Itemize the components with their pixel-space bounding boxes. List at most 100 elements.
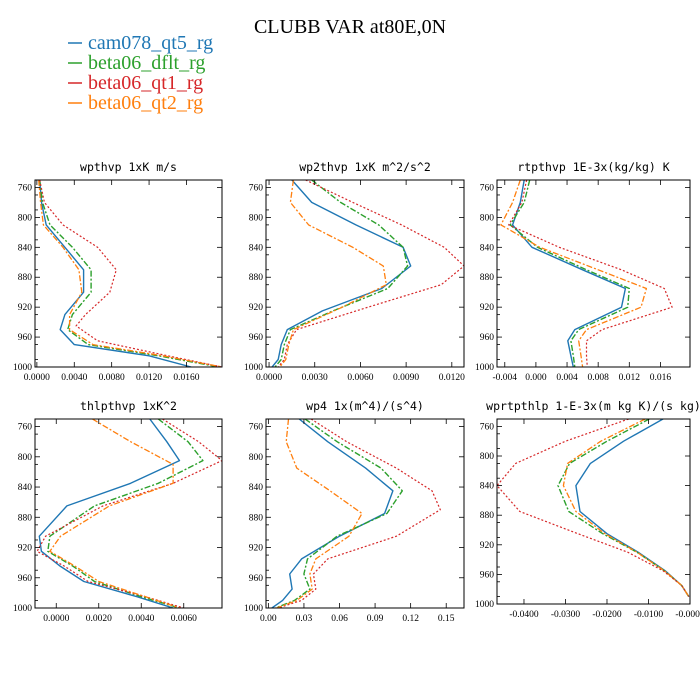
y-tick-label: 840 (249, 243, 264, 253)
y-tick-label: 880 (18, 273, 33, 283)
x-tick-label: 0.12 (402, 614, 419, 624)
y-tick-label: 960 (480, 570, 495, 580)
panel-title: thlpthvp 1xK^2 (80, 399, 177, 413)
series-line (277, 419, 441, 608)
x-tick-label: -0.0200 (592, 610, 622, 620)
x-tick-label: 0.06 (331, 614, 348, 624)
x-tick-label: 0.012 (619, 373, 641, 383)
y-tick-label: 960 (18, 333, 33, 343)
y-tick-label: 800 (249, 453, 264, 463)
chart-panel: wp2thvp 1xK m^2/s^2 760 800 840 880 920 960 100… (244, 160, 465, 383)
plot-frame (34, 418, 223, 609)
y-tick-label: 920 (480, 303, 495, 313)
series-line (557, 419, 690, 597)
x-tick-label: 0.008 (587, 373, 609, 383)
y-tick-label: 800 (480, 213, 495, 223)
series-line (274, 180, 409, 367)
y-tick-label: 880 (249, 513, 264, 523)
chart-panel: thlpthvp 1xK^2 760 800 840 880 920 960 1000 0.00… (13, 399, 223, 624)
panel-title: wprtpthlp 1-E-3x(m kg K)/(s kg) (486, 399, 700, 413)
plot-frame (496, 418, 691, 605)
x-tick-label: 0.0060 (171, 614, 197, 624)
series-line (508, 180, 673, 367)
x-tick-label: 0.0000 (24, 373, 50, 383)
plot-frame (265, 418, 465, 609)
series-line (271, 419, 394, 608)
series-line (39, 180, 222, 367)
y-tick-label: 960 (249, 333, 264, 343)
y-tick-label: 960 (18, 574, 33, 584)
series-line (36, 419, 222, 608)
chart-panel: rtpthvp 1E-3x(kg/kg) K 760 800 840 880 920 960… (475, 160, 691, 383)
x-tick-label: 0.00 (260, 614, 277, 624)
y-tick-label: 760 (18, 183, 33, 193)
x-tick-label: -0.0000 (675, 610, 700, 620)
y-tick-label: 920 (249, 544, 264, 554)
y-tick-label: 800 (18, 453, 33, 463)
x-tick-label: 0.0060 (347, 373, 373, 383)
plot-frame (265, 179, 465, 368)
x-tick-label: 0.000 (525, 373, 547, 383)
x-tick-label: 0.0120 (136, 373, 162, 383)
y-tick-label: 1000 (475, 600, 494, 610)
x-tick-label: 0.0080 (99, 373, 125, 383)
y-tick-label: 840 (249, 483, 264, 493)
x-tick-label: -0.004 (493, 373, 518, 383)
series-line (38, 180, 222, 367)
x-tick-label: 0.0020 (86, 614, 112, 624)
y-tick-label: 880 (480, 511, 495, 521)
series-line (47, 419, 204, 608)
series-line (575, 419, 690, 597)
panel-title: wpthvp 1xK m/s (80, 160, 177, 174)
x-tick-label: 0.0040 (61, 373, 87, 383)
y-tick-label: 960 (480, 333, 495, 343)
x-tick-label: 0.004 (556, 373, 578, 383)
y-tick-label: 920 (249, 303, 264, 313)
series-line (271, 180, 412, 367)
x-tick-label: 0.03 (296, 614, 313, 624)
y-tick-label: 760 (480, 183, 495, 193)
y-tick-label: 1000 (13, 604, 32, 614)
legend-label: beta06_qt2_rg (88, 92, 203, 114)
x-tick-label: 0.0040 (128, 614, 154, 624)
chart-panel: wprtpthlp 1-E-3x(m kg K)/(s kg) 760 800 840… (475, 399, 700, 620)
series-line (49, 419, 180, 608)
y-tick-label: 1000 (244, 363, 263, 373)
y-tick-label: 800 (18, 213, 33, 223)
panel-title: wp2thvp 1xK m^2/s^2 (299, 160, 431, 174)
y-tick-label: 800 (249, 213, 264, 223)
x-tick-label: 0.0090 (393, 373, 419, 383)
y-tick-label: 1000 (13, 363, 32, 373)
x-tick-label: 0.016 (650, 373, 672, 383)
y-tick-label: 840 (480, 482, 495, 492)
x-tick-label: 0.0000 (256, 373, 282, 383)
chart-panel: wp4 1x(m^4)/(s^4)76080084088092096010000… (244, 399, 465, 624)
panels: wpthvp 1xK m/s76080084088092096010000.00… (13, 160, 700, 624)
x-tick-label: -0.0100 (634, 610, 664, 620)
y-tick-label: 760 (249, 423, 264, 433)
y-tick-label: 840 (18, 483, 33, 493)
legend: cam078_qt5_rgbeta06_dflt_rgbeta06_qt1_rg… (68, 32, 213, 114)
x-tick-label: 0.0030 (302, 373, 328, 383)
series-line (497, 419, 690, 597)
y-tick-label: 760 (249, 183, 264, 193)
x-tick-label: 0.09 (367, 614, 384, 624)
plot-frame (34, 179, 223, 368)
x-tick-label: 0.0000 (43, 614, 69, 624)
series-line (509, 180, 630, 367)
y-tick-label: 840 (18, 243, 33, 253)
panel-title: wp4 1x(m^4)/(s^4) (306, 399, 424, 413)
panel-title: rtpthvp 1E-3x(kg/kg) K (517, 160, 669, 174)
legend-label: beta06_dflt_rg (88, 52, 205, 74)
y-tick-label: 800 (480, 452, 495, 462)
x-tick-label: 0.0160 (173, 373, 199, 383)
series-line (562, 419, 690, 597)
legend-label: beta06_qt1_rg (88, 72, 203, 94)
y-tick-label: 920 (480, 541, 495, 551)
x-tick-label: -0.0400 (509, 610, 539, 620)
series-line (39, 180, 192, 367)
series-line (39, 180, 220, 367)
y-tick-label: 880 (480, 273, 495, 283)
figure-title: CLUBB VAR at80E,0N (254, 16, 446, 38)
